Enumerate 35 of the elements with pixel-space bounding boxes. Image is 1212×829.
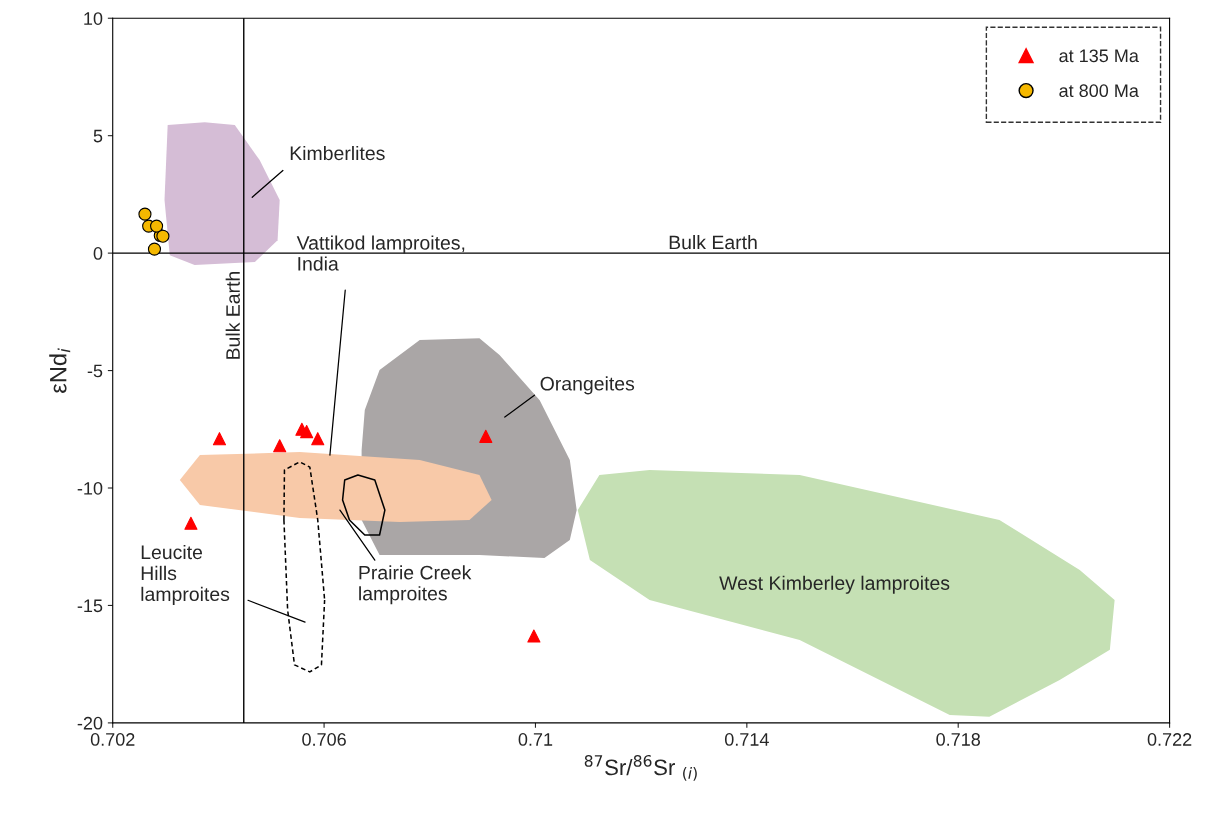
x-tick-label: 0.706 xyxy=(302,733,346,746)
x-tick-label: 0.722 xyxy=(1147,733,1192,746)
y-tick-label: -20 xyxy=(77,716,103,730)
y-tick-label: -15 xyxy=(77,599,103,613)
legend-label: at 800 Ma xyxy=(1059,84,1139,98)
x-tick-label: 0.71 xyxy=(518,733,553,746)
ref-line-label: Bulk Earth xyxy=(225,272,240,359)
point xyxy=(527,629,541,643)
x-axis-title: $^{87}$Sr/$^{86}$Sr $_{(i)}$ xyxy=(584,755,697,781)
x-tick-label: 0.702 xyxy=(90,733,135,746)
x-tick-label: 0.714 xyxy=(724,733,769,746)
y-tick-label: 0 xyxy=(93,247,103,260)
annotation: Vattikod lamproites, India xyxy=(296,235,465,271)
annotation: Kimberlites xyxy=(290,145,385,161)
point xyxy=(311,432,325,446)
point xyxy=(273,439,287,453)
point xyxy=(479,429,493,443)
point xyxy=(184,516,198,530)
annotation: West Kimberley lamproites xyxy=(719,575,950,594)
y-tick-label: -5 xyxy=(87,364,103,378)
point xyxy=(138,207,152,221)
y-tick-label: 5 xyxy=(93,129,103,143)
annotation: Leucite Hills lamproites xyxy=(141,544,230,605)
x-tick-label: 0.718 xyxy=(936,733,981,746)
ref-line-label: Bulk Earth xyxy=(669,235,757,250)
annotation: Prairie Creek lamproites xyxy=(359,565,472,605)
y-tick-label: 10 xyxy=(84,12,103,25)
y-axis-title: εNd$_{i}$ xyxy=(49,348,71,393)
annotation: Orangeites xyxy=(540,376,635,395)
y-tick-label: -10 xyxy=(77,481,103,495)
legend-label: at 135 Ma xyxy=(1059,49,1139,63)
point xyxy=(212,432,227,446)
point xyxy=(300,425,314,439)
point xyxy=(147,242,162,256)
point xyxy=(150,219,164,233)
